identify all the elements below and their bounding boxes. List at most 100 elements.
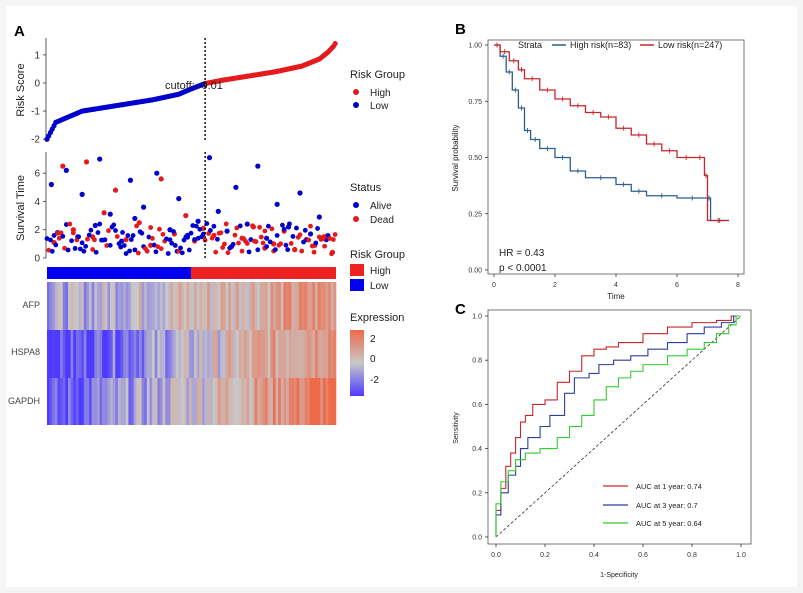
km-x-tick-label: 2: [553, 282, 557, 289]
heatmap-cell: [54, 282, 58, 330]
heatmap-cell: [54, 330, 58, 378]
heatmap-cell: [283, 330, 287, 378]
heatmap-cell: [194, 378, 198, 425]
survival-point-alive: [120, 230, 125, 235]
heatmap-cell: [91, 330, 95, 378]
heatmap-cell: [322, 378, 326, 425]
heatmap-cell: [120, 330, 124, 378]
survival-point-dead: [329, 251, 335, 257]
heatmap-cell: [246, 330, 250, 378]
heatmap-cell: [136, 378, 140, 425]
survival-point-dead: [55, 230, 60, 236]
survival-point-alive: [297, 190, 303, 196]
heatmap-cell: [333, 378, 337, 425]
heatmap-cell: [293, 282, 297, 330]
heatmap-cell: [102, 330, 106, 378]
survival-point-alive: [79, 240, 85, 246]
heatmap-cell: [159, 378, 163, 425]
survival-point-dead: [134, 223, 139, 229]
survival-point-dead: [330, 237, 336, 242]
heatmap-cell: [301, 282, 305, 330]
heatmap-cell: [270, 330, 274, 378]
survival-point-alive: [83, 243, 89, 249]
survival-point-alive: [49, 248, 55, 254]
roc-x-tick-label: 0.0: [491, 552, 501, 559]
heatmap-cell: [204, 282, 208, 330]
survival-point-alive: [81, 248, 87, 254]
heatmap-cell: [183, 330, 187, 378]
survival-point-alive: [154, 170, 160, 176]
heatmap-cell: [110, 378, 113, 425]
heatmap-cell: [99, 378, 103, 425]
heatmap-cell: [128, 330, 132, 378]
survival-point-alive: [176, 196, 182, 202]
heatmap-cell: [293, 330, 297, 378]
heatmap-cell: [291, 282, 295, 330]
survival-point-alive: [264, 244, 270, 250]
heatmap-cell: [304, 282, 308, 330]
heatmap-cell: [328, 378, 332, 425]
survival-point-alive: [72, 246, 78, 251]
heatmap-cell: [49, 330, 53, 378]
heatmap-cell: [270, 378, 274, 425]
heatmap-cell: [220, 330, 224, 378]
heatmap-cell: [112, 378, 116, 425]
heatmap-cell: [278, 378, 282, 425]
heatmap-cell: [70, 330, 74, 378]
heatmap-cell: [225, 378, 229, 425]
survival-point-dead: [322, 243, 327, 249]
heatmap-cell: [47, 330, 50, 378]
heatmap-cell: [89, 282, 92, 330]
roc-x-tick-label: 0.8: [687, 552, 697, 559]
heatmap-cell: [162, 378, 166, 425]
heatmap-cell: [249, 282, 253, 330]
heatmap-cell: [183, 282, 187, 330]
risk-score-plot: 1 0 -1 -2 Risk Score cutoff: -0.01 Risk Gro…: [15, 38, 405, 146]
heatmap-cell: [238, 282, 242, 330]
heatmap-cell: [207, 282, 211, 330]
heatmap-cell: [309, 378, 313, 425]
heatmap-cell: [89, 330, 92, 378]
survival-point-dead: [70, 230, 76, 236]
heatmap-cell: [312, 378, 316, 425]
heatmap-cell: [304, 378, 308, 425]
survival-point-alive: [302, 227, 308, 233]
survival-point-dead: [309, 243, 315, 249]
survival-point-alive: [86, 232, 92, 238]
roc-x-tick-label: 0.4: [589, 552, 599, 559]
heatmap-cell: [73, 282, 77, 330]
heatmap-cell: [165, 282, 169, 330]
survival-point-alive: [111, 222, 117, 228]
survival-point-dead: [239, 248, 245, 254]
heatmap-cell: [144, 282, 148, 330]
survival-point-dead: [135, 250, 141, 256]
heatmap-cell: [52, 378, 56, 425]
survival-point-dead: [160, 231, 166, 237]
risk-score-tick-label: 0: [34, 78, 40, 89]
heatmap-cell: [162, 330, 166, 378]
legend-high-swatch: [350, 264, 364, 276]
heatmap-row-hspa8: HSPA8: [11, 347, 40, 357]
heatmap-cell: [60, 330, 64, 378]
roc-x-tick-label: 1.0: [736, 552, 746, 559]
survival-point-alive: [107, 242, 113, 248]
survival-point-alive: [285, 247, 291, 253]
heatmap-cell: [144, 330, 148, 378]
heatmap-cell: [215, 282, 219, 330]
heatmap-cell: [293, 378, 297, 425]
survival-point-alive: [307, 231, 314, 237]
heatmap-cell: [262, 378, 266, 425]
heatmap-cell: [49, 282, 53, 330]
heatmap-cell: [220, 282, 224, 330]
heatmap-cell: [301, 330, 305, 378]
group-bar-legend-title: Risk Group: [350, 249, 405, 261]
survival-point-alive: [132, 247, 138, 253]
survival-point-alive: [206, 155, 213, 161]
survival-point-alive: [280, 222, 285, 228]
survival-point-alive: [215, 236, 220, 242]
legend-low-risk: Low risk(n=247): [658, 40, 722, 50]
roc-legend-1: AUC at 1 year: 0.74: [636, 482, 702, 491]
cutoff-label: cutoff: -0.01: [165, 80, 223, 92]
heatmap-cell: [91, 378, 95, 425]
heatmap-cell: [246, 282, 250, 330]
